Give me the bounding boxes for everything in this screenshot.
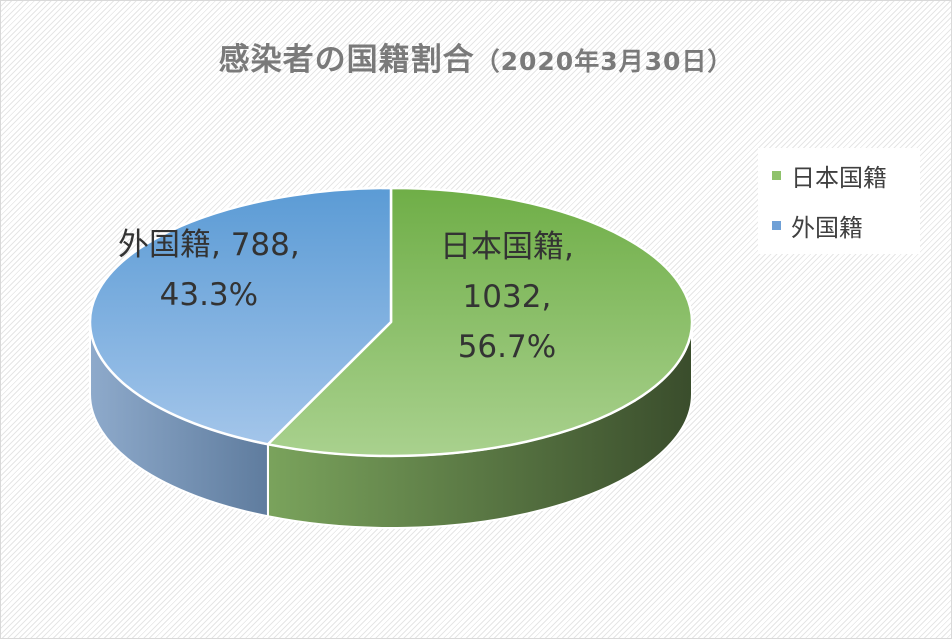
- chart-title-main: 感染者の国籍割合: [218, 42, 475, 78]
- legend-label-japanese: 日本国籍: [791, 163, 887, 192]
- chart-title-date: （2020年3月30日）: [474, 47, 734, 76]
- legend-item-foreign: 外国籍: [772, 210, 863, 242]
- data-label-foreign-percent: 43.3%: [159, 277, 259, 313]
- data-label-foreign: 外国籍, 788, 43.3%: [118, 220, 300, 320]
- data-label-japanese: 日本国籍, 1032, 56.7%: [440, 222, 574, 372]
- data-label-japanese-value: 1032,: [462, 279, 552, 315]
- legend: 日本国籍 外国籍: [758, 148, 920, 254]
- chart-title: 感染者の国籍割合（2020年3月30日）: [0, 34, 952, 79]
- pie-slice-foreign: [88, 186, 393, 446]
- data-label-foreign-category-value: 外国籍, 788,: [118, 227, 300, 263]
- legend-swatch-foreign: [772, 220, 781, 230]
- data-label-japanese-category: 日本国籍,: [440, 229, 574, 265]
- legend-label-foreign: 外国籍: [791, 213, 863, 242]
- pie-slice-japanese: [266, 186, 694, 458]
- data-label-japanese-percent: 56.7%: [457, 329, 557, 365]
- legend-swatch-japanese: [772, 170, 781, 180]
- legend-item-japanese: 日本国籍: [772, 160, 887, 192]
